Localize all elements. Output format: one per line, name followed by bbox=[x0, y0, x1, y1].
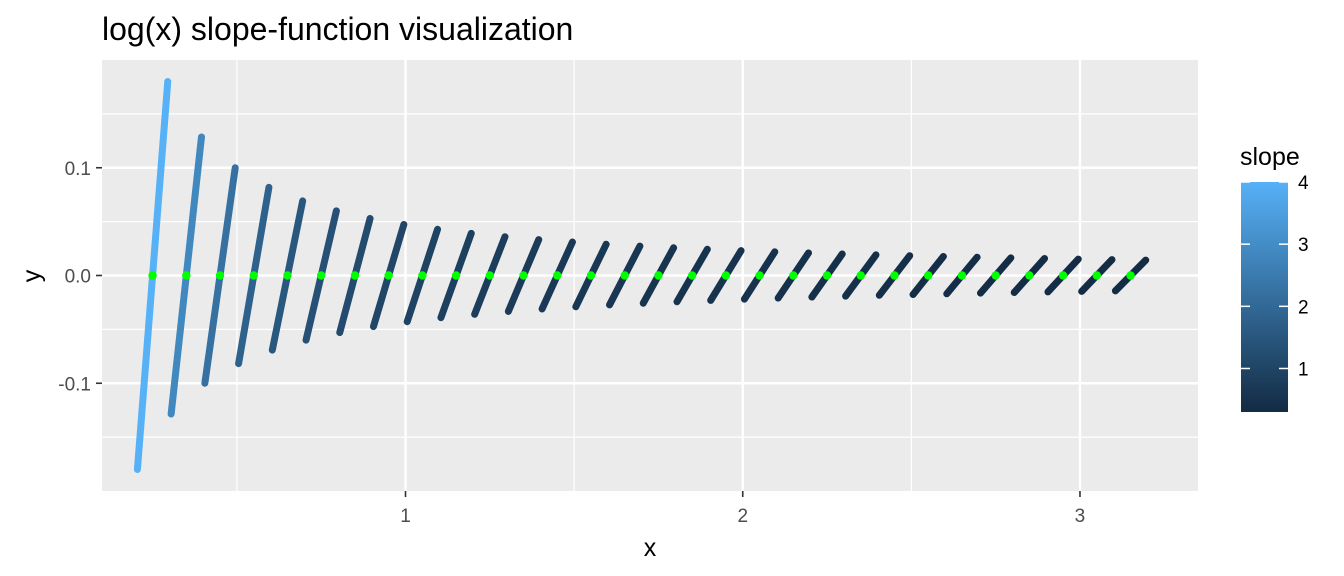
data-point bbox=[1092, 271, 1102, 280]
data-point bbox=[1058, 271, 1068, 280]
data-point bbox=[957, 271, 967, 280]
legend-tick-label: 2 bbox=[1298, 297, 1309, 318]
data-point bbox=[755, 271, 764, 280]
data-point bbox=[789, 271, 798, 280]
data-point bbox=[620, 271, 629, 280]
data-point bbox=[924, 271, 933, 280]
x-tick-label: 1 bbox=[400, 506, 411, 527]
y-axis-title: y bbox=[18, 269, 46, 282]
x-tick-label: 3 bbox=[1075, 506, 1086, 527]
x-tick-label: 2 bbox=[737, 506, 748, 527]
data-point bbox=[451, 271, 461, 280]
legend-tick-label: 1 bbox=[1298, 359, 1309, 380]
data-point bbox=[890, 271, 899, 280]
y-axis-ticks: -0.1 0.0 0.1 bbox=[58, 159, 102, 395]
legend-title: slope bbox=[1240, 143, 1300, 171]
data-point bbox=[215, 271, 225, 280]
data-point bbox=[317, 271, 326, 280]
data-point bbox=[519, 271, 528, 280]
y-tick-label: 0.0 bbox=[65, 267, 91, 288]
data-point bbox=[1126, 271, 1135, 280]
data-points bbox=[148, 271, 1135, 280]
data-point bbox=[249, 271, 258, 280]
data-point bbox=[182, 271, 191, 280]
data-point bbox=[1025, 271, 1034, 280]
grid-major bbox=[102, 60, 1198, 491]
legend-colorbar bbox=[1241, 182, 1288, 412]
y-tick-label: 0.1 bbox=[65, 159, 91, 180]
data-point bbox=[687, 271, 697, 280]
data-point bbox=[991, 271, 1000, 280]
y-tick-label: -0.1 bbox=[58, 374, 91, 395]
data-point bbox=[856, 271, 865, 280]
legend-ticks: 1 2 3 4 bbox=[1241, 173, 1309, 380]
data-point bbox=[485, 271, 495, 280]
data-point bbox=[350, 271, 360, 280]
x-axis-title: x bbox=[644, 534, 657, 562]
data-point bbox=[418, 271, 427, 280]
legend: slope 1 2 3 4 bbox=[1240, 143, 1309, 412]
legend-tick-label: 4 bbox=[1298, 173, 1309, 194]
data-point bbox=[148, 271, 157, 280]
legend-tick-label: 3 bbox=[1298, 235, 1309, 256]
chart-title: log(x) slope-function visualization bbox=[102, 11, 573, 47]
data-point bbox=[553, 271, 562, 280]
data-point bbox=[721, 271, 731, 280]
x-axis-ticks: 1 2 3 bbox=[400, 491, 1085, 527]
data-point bbox=[283, 271, 292, 280]
data-point bbox=[586, 271, 596, 280]
data-point bbox=[384, 271, 393, 280]
data-point bbox=[654, 271, 663, 280]
data-point bbox=[822, 271, 832, 280]
